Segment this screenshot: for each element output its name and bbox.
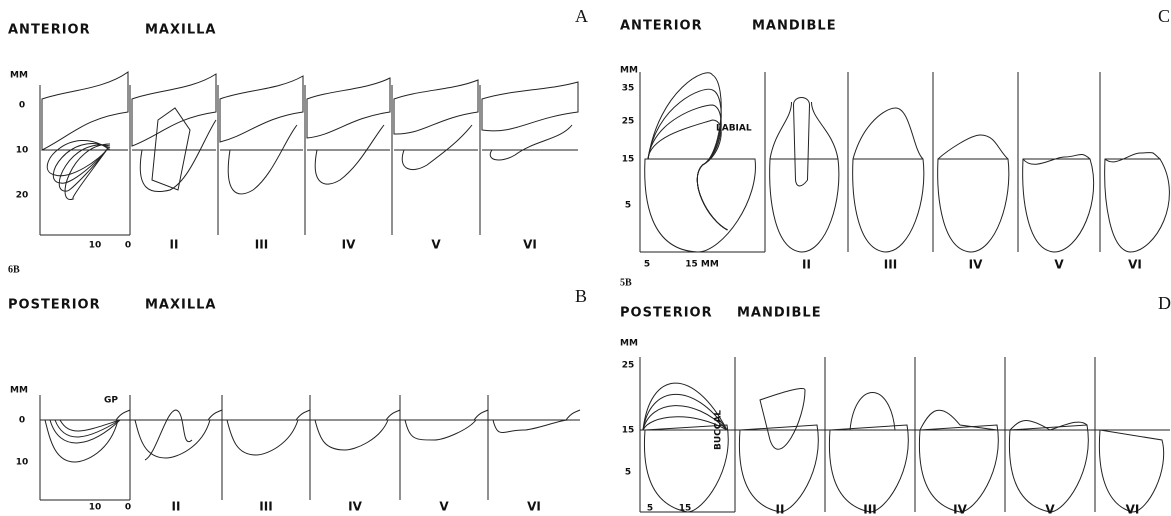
panel-letter: A [575, 6, 588, 26]
ridge-outline [296, 410, 310, 420]
class-label: VI [1126, 503, 1140, 516]
panel-title: MAXILLA [145, 298, 217, 313]
residual-bone [405, 420, 476, 440]
panel-title: MAXILLA [145, 23, 217, 38]
ridge-outline [140, 120, 216, 192]
ridge-outline [770, 102, 838, 159]
class-label: II [172, 500, 181, 514]
class-label: VI [527, 500, 541, 514]
class-label: IV [969, 258, 983, 272]
class-label: V [439, 500, 449, 514]
residual-bone [482, 82, 578, 131]
x-label: 5 [644, 260, 650, 270]
class-label: III [863, 503, 876, 516]
residual-bone [645, 159, 756, 252]
x-label: 0 [125, 503, 131, 513]
y-label: 15 [622, 426, 635, 436]
ridge-outline [648, 89, 728, 230]
residual-bone [1105, 159, 1170, 252]
residual-bone [307, 78, 390, 138]
panel-letter: D [1158, 293, 1171, 313]
panel-title: MANDIBLE [737, 306, 822, 321]
class-label: III [255, 238, 268, 252]
residual-bone [829, 425, 908, 512]
y-label: 35 [622, 84, 635, 94]
panel-title: POSTERIOR [8, 298, 101, 313]
residual-bone [1099, 430, 1163, 512]
class-label: III [259, 500, 272, 514]
residual-bone [938, 159, 1009, 252]
unit-label: MM [620, 339, 638, 349]
residual-bone [739, 425, 818, 512]
residual-bone [770, 159, 839, 252]
residual-bone [919, 425, 998, 512]
y-label: 5 [625, 201, 631, 211]
residual-bone [315, 420, 388, 450]
residual-bone [1023, 159, 1094, 252]
class-label: II [170, 238, 179, 252]
class-label: II [776, 503, 785, 516]
ridge-outline [474, 410, 488, 420]
residual-bone [45, 420, 118, 462]
y-label: 15 [622, 155, 635, 165]
class-label: II [802, 258, 811, 272]
y-label: 0 [19, 101, 25, 111]
ridge-outline [566, 410, 580, 420]
panel-letter: B [575, 286, 587, 306]
x-label: 0 [125, 241, 131, 251]
panel-title: MANDIBLE [752, 19, 837, 34]
panel-title: POSTERIOR [620, 306, 713, 321]
y-label: 25 [622, 117, 635, 127]
figure-label: 6B [8, 264, 20, 275]
ridge-outline [938, 135, 1008, 159]
residual-bone [493, 420, 568, 433]
residual-bone [853, 159, 924, 252]
unit-label: MM [620, 66, 638, 76]
annotation: BUCCAL [714, 410, 724, 450]
panel-title: ANTERIOR [620, 19, 703, 34]
residual-bone [42, 72, 128, 150]
class-label: V [1045, 503, 1055, 516]
residual-bone [794, 98, 810, 187]
residual-bone [227, 420, 298, 455]
ridge-outline [116, 410, 130, 420]
class-label: V [1054, 258, 1064, 272]
residual-bone [760, 388, 805, 449]
class-label: V [431, 238, 441, 252]
annotation: LABIAL [716, 124, 752, 134]
ridge-outline [1105, 153, 1160, 162]
y-label: 10 [16, 146, 29, 156]
unit-label: MM [10, 71, 28, 81]
annotation: GP [104, 396, 118, 406]
class-label: IV [953, 503, 967, 516]
class-label: IV [348, 500, 362, 514]
class-label: VI [523, 238, 537, 252]
x-label: 10 [89, 241, 102, 251]
class-label: VI [1128, 258, 1142, 272]
ridge-outline [853, 108, 923, 159]
x-label: 10 [89, 503, 102, 513]
panel-letter: C [1158, 6, 1170, 26]
ridge-outline [386, 410, 400, 420]
y-label: 25 [622, 361, 635, 371]
residual-bone [1009, 425, 1088, 512]
class-label: IV [342, 238, 356, 252]
figure: ANTERIORMAXILLAAMM01020100IIIIIIVVVIPOST… [0, 0, 1171, 516]
ridge-outline [208, 410, 222, 420]
residual-bone [394, 80, 478, 134]
y-label: 0 [19, 416, 25, 426]
ridge-outline [648, 120, 728, 230]
unit-label: MM [10, 386, 28, 396]
ridge-outline [850, 393, 895, 431]
panel-title: ANTERIOR [8, 23, 91, 38]
y-label: 5 [625, 468, 631, 478]
residual-bone [135, 420, 210, 458]
y-label: 10 [16, 458, 29, 468]
residual-bone [132, 74, 216, 146]
class-label: III [884, 258, 897, 272]
residual-bone [220, 76, 303, 142]
figure-label: 5B [620, 277, 632, 288]
x-label: 15 MM [685, 260, 719, 270]
y-label: 20 [16, 191, 29, 201]
